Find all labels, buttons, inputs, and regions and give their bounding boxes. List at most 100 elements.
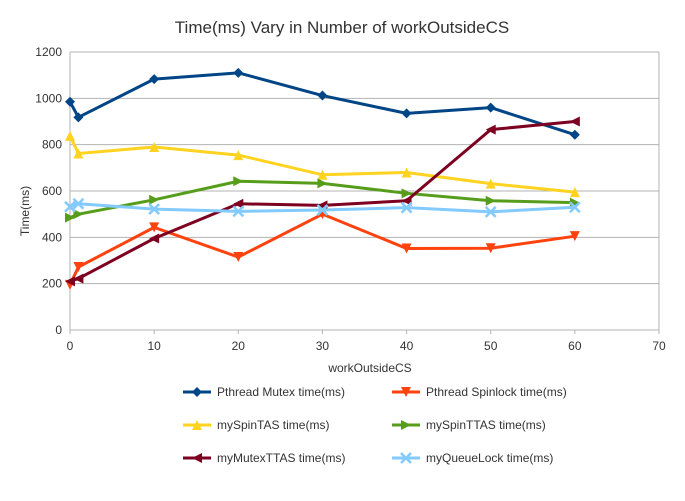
series-line bbox=[68, 135, 576, 194]
series-line bbox=[69, 202, 575, 214]
series-layer bbox=[64, 67, 581, 290]
series-4 bbox=[65, 176, 580, 223]
y-tick-label: 600 bbox=[42, 184, 62, 198]
data-point bbox=[65, 276, 75, 287]
marker-stroke bbox=[484, 205, 497, 218]
data-point bbox=[401, 108, 412, 119]
data-point bbox=[484, 205, 497, 218]
legend-item: myMutexTTAS time(ms) bbox=[183, 451, 345, 465]
legend-label: myMutexTTAS time(ms) bbox=[217, 451, 345, 465]
data-point bbox=[485, 243, 496, 254]
data-point bbox=[233, 176, 244, 187]
legend-item: Pthread Spinlock time(ms) bbox=[392, 385, 567, 399]
marker-stroke bbox=[400, 201, 413, 214]
legend-marker bbox=[401, 420, 411, 430]
marker-stroke bbox=[316, 204, 329, 216]
legend-marker bbox=[192, 420, 202, 430]
data-point bbox=[400, 201, 413, 214]
data-point bbox=[401, 188, 412, 199]
data-point bbox=[149, 222, 160, 233]
data-point bbox=[64, 200, 76, 213]
chart-title: Time(ms) Vary in Number of workOutsideCS bbox=[175, 18, 509, 37]
grid bbox=[69, 51, 660, 331]
series-6 bbox=[64, 197, 581, 218]
x-tick-label: 60 bbox=[568, 339, 582, 353]
x-tick-label: 30 bbox=[316, 339, 330, 353]
data-point bbox=[233, 150, 244, 161]
marker-stroke bbox=[568, 201, 581, 214]
data-point bbox=[401, 167, 412, 178]
y-tick-label: 800 bbox=[42, 138, 62, 152]
legend-marker bbox=[400, 452, 412, 464]
series-line bbox=[68, 212, 576, 286]
data-point bbox=[485, 195, 496, 206]
legend-label: mySpinTAS time(ms) bbox=[217, 418, 329, 432]
data-point bbox=[149, 233, 160, 244]
x-tick-label: 0 bbox=[67, 339, 74, 353]
data-point bbox=[317, 90, 328, 101]
legend-label: mySpinTTAS time(ms) bbox=[426, 418, 546, 432]
data-point bbox=[65, 96, 75, 107]
data-point bbox=[73, 273, 84, 284]
y-tick-label: 200 bbox=[42, 277, 62, 291]
marker-stroke bbox=[232, 205, 245, 218]
legend-item: myQueueLock time(ms) bbox=[392, 451, 553, 465]
series-2 bbox=[65, 209, 580, 290]
x-tick-label: 40 bbox=[400, 339, 414, 353]
legend-item: mySpinTTAS time(ms) bbox=[392, 418, 546, 432]
marker-stroke bbox=[64, 200, 76, 213]
data-point bbox=[65, 212, 75, 223]
data-point bbox=[401, 243, 412, 254]
legend-item: Pthread Mutex time(ms) bbox=[183, 385, 345, 399]
legend-label: Pthread Mutex time(ms) bbox=[217, 385, 345, 399]
marker-stroke bbox=[148, 203, 161, 215]
data-point bbox=[317, 178, 328, 189]
x-axis-label: workOutsideCS bbox=[327, 361, 411, 375]
data-point bbox=[569, 129, 580, 140]
data-point bbox=[485, 102, 496, 113]
data-point bbox=[232, 205, 245, 218]
data-point bbox=[73, 112, 84, 123]
legend-marker bbox=[192, 387, 202, 397]
data-point bbox=[73, 209, 84, 220]
series-line bbox=[69, 120, 576, 283]
x-tick-label: 50 bbox=[484, 339, 498, 353]
data-point bbox=[568, 201, 581, 214]
series-line bbox=[68, 71, 576, 137]
data-point bbox=[149, 194, 160, 205]
legend: Pthread Mutex time(ms) Pthread Spinlock t… bbox=[183, 385, 567, 465]
series-3 bbox=[65, 130, 580, 198]
data-point bbox=[72, 197, 85, 210]
data-point bbox=[233, 252, 244, 263]
y-axis-label: Time(ms) bbox=[18, 186, 32, 236]
data-point bbox=[149, 74, 160, 85]
marker-stroke bbox=[400, 452, 412, 464]
data-point bbox=[569, 231, 580, 242]
series-line bbox=[69, 179, 575, 220]
y-tick-label: 0 bbox=[55, 323, 62, 337]
marker-stroke bbox=[72, 197, 85, 210]
data-point bbox=[485, 178, 496, 189]
x-tick-label: 20 bbox=[232, 339, 246, 353]
data-point bbox=[73, 148, 84, 159]
axes: 0 200 400 600 800 1000 1200 0 10 20 30 40 50 60 70 bbox=[35, 45, 666, 353]
data-point bbox=[65, 130, 75, 141]
data-point bbox=[233, 198, 244, 209]
series-1 bbox=[65, 67, 580, 140]
data-point bbox=[73, 261, 84, 272]
data-point bbox=[317, 169, 328, 180]
legend-marker bbox=[192, 453, 202, 463]
data-point bbox=[316, 204, 329, 216]
y-tick-label: 400 bbox=[42, 230, 62, 244]
x-tick-label: 10 bbox=[147, 339, 161, 353]
legend-label: myQueueLock time(ms) bbox=[426, 451, 553, 465]
data-point bbox=[401, 195, 412, 206]
data-point bbox=[569, 116, 580, 127]
data-point bbox=[485, 124, 496, 135]
data-point bbox=[149, 141, 160, 152]
data-point bbox=[148, 203, 161, 215]
x-tick-label: 70 bbox=[652, 339, 666, 353]
data-point bbox=[233, 67, 244, 78]
